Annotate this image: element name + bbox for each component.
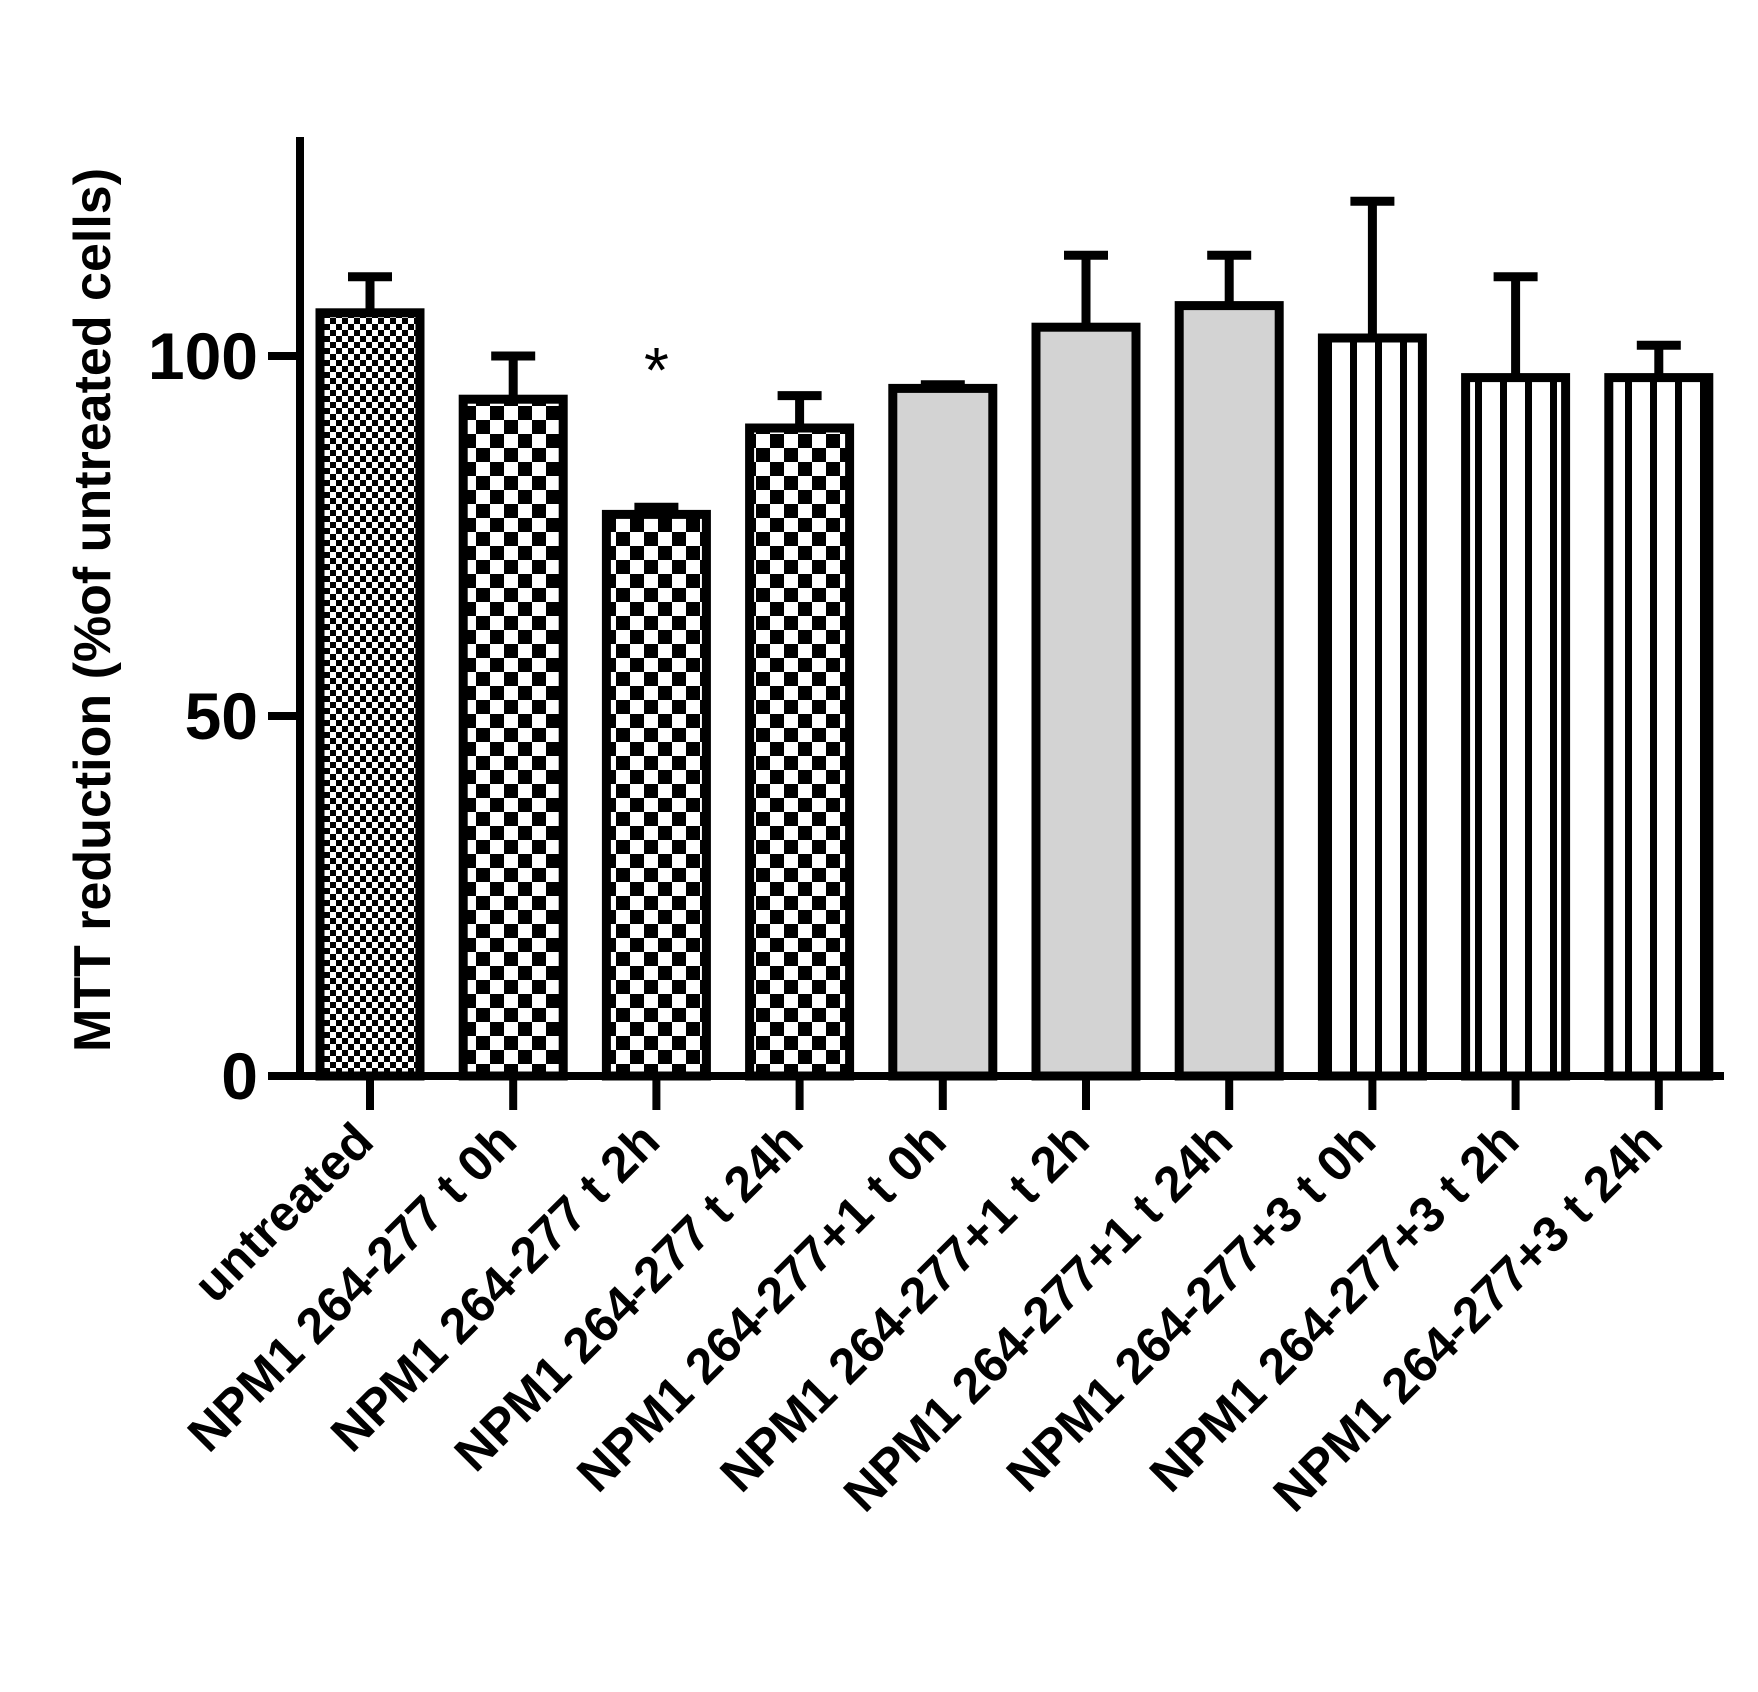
bar-4 (888, 383, 998, 1081)
bar-7 (1317, 333, 1427, 1081)
bar-5 (1031, 322, 1141, 1081)
bar-3 (745, 423, 855, 1081)
bar-6 (1174, 301, 1284, 1081)
bar-8 (1461, 373, 1571, 1081)
bar-2 (601, 509, 711, 1081)
annotation-group: * (644, 334, 669, 406)
y-tick-group: 0 50 100 (148, 319, 300, 1113)
x-tick-group (366, 1076, 1663, 1110)
bar-group (315, 301, 1714, 1081)
significance-asterisk: * (644, 334, 669, 406)
bar-0 (315, 308, 425, 1081)
y-axis-label: MTT reduction (%of untreated cells) (64, 168, 122, 1052)
bar-9 (1604, 373, 1714, 1081)
y-tick-label-100: 100 (148, 319, 258, 393)
y-tick-label-0: 0 (221, 1039, 258, 1113)
y-tick-label-50: 50 (185, 679, 258, 753)
bar-1 (458, 394, 568, 1081)
